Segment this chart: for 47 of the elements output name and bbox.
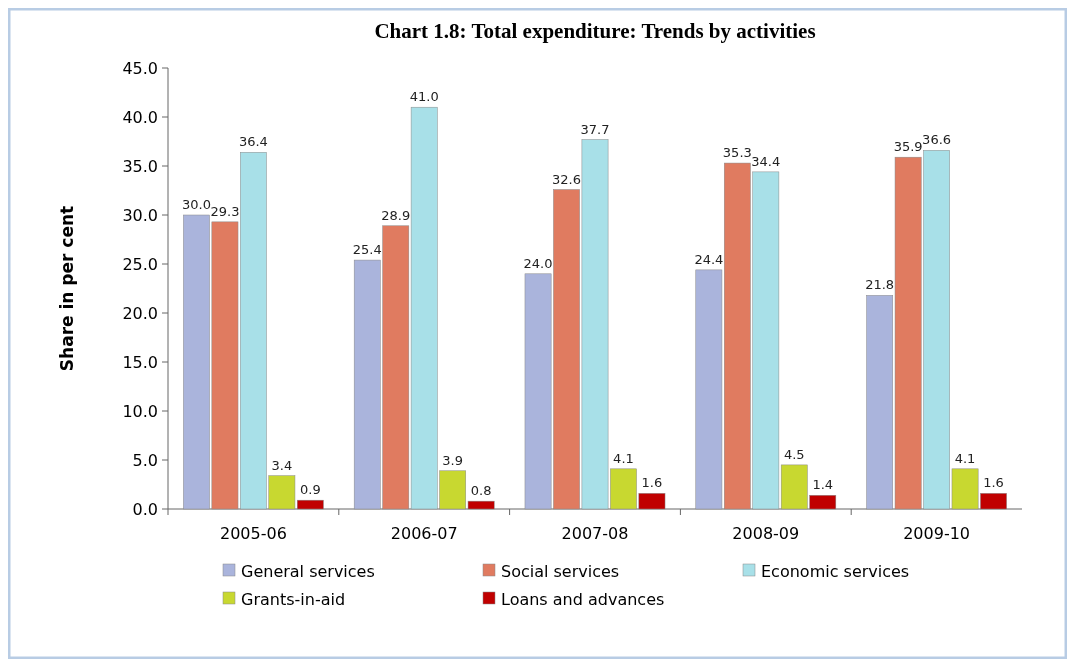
legend-label: Grants-in-aid <box>241 589 346 609</box>
data-label: 28.9 <box>381 207 411 223</box>
data-label: 24.0 <box>523 255 553 271</box>
data-label: 35.9 <box>893 139 923 155</box>
data-label: 37.7 <box>580 121 610 137</box>
chart-title: Chart 1.8: Total expenditure: Trends by activities <box>374 19 816 43</box>
data-label: 3.9 <box>442 452 464 468</box>
data-label: 4.5 <box>783 446 805 462</box>
y-tick-label: 35.0 <box>122 156 158 176</box>
x-tick-label: 2009-10 <box>903 524 971 543</box>
data-label: 4.1 <box>613 450 634 466</box>
data-label: 21.8 <box>865 277 895 293</box>
data-label: 1.6 <box>641 475 663 491</box>
data-label: 0.8 <box>470 483 492 499</box>
data-label: 24.4 <box>694 251 724 267</box>
y-tick-label: 40.0 <box>122 107 158 127</box>
legend-label: General services <box>241 561 375 581</box>
data-label: 0.9 <box>299 482 321 498</box>
data-label: 41.0 <box>409 89 439 105</box>
x-tick-label: 2005-06 <box>219 524 287 543</box>
x-tick-label: 2007-08 <box>561 524 629 543</box>
legend-label: Social services <box>501 561 620 581</box>
y-tick-label: 45.0 <box>122 58 158 78</box>
data-label: 4.1 <box>954 450 976 466</box>
data-label: 32.6 <box>552 171 582 187</box>
data-label: 29.3 <box>210 203 240 219</box>
y-axis-title: Share in per cent <box>57 205 77 372</box>
data-label: 36.4 <box>238 134 268 150</box>
y-tick-label: 20.0 <box>122 303 158 323</box>
data-label: 30.0 <box>181 197 211 212</box>
y-tick-label: 0.0 <box>132 499 158 519</box>
legend-label: Economic services <box>761 561 910 581</box>
x-tick-label: 2008-09 <box>732 524 800 543</box>
data-label: 34.4 <box>751 153 781 169</box>
data-label: 35.3 <box>722 145 752 161</box>
data-label: 1.6 <box>983 475 1004 491</box>
y-tick-label: 30.0 <box>122 205 158 225</box>
legend-label: Loans and advances <box>501 589 665 609</box>
y-tick-label: 10.0 <box>122 401 158 421</box>
y-tick-label: 25.0 <box>122 254 158 274</box>
data-label: 3.4 <box>271 457 293 473</box>
data-label: 36.6 <box>922 132 952 148</box>
data-label: 1.4 <box>812 477 834 493</box>
y-tick-label: 5.0 <box>132 450 158 470</box>
x-tick-label: 2006-07 <box>390 524 458 543</box>
y-tick-label: 15.0 <box>122 352 158 372</box>
data-label: 25.4 <box>352 242 382 258</box>
